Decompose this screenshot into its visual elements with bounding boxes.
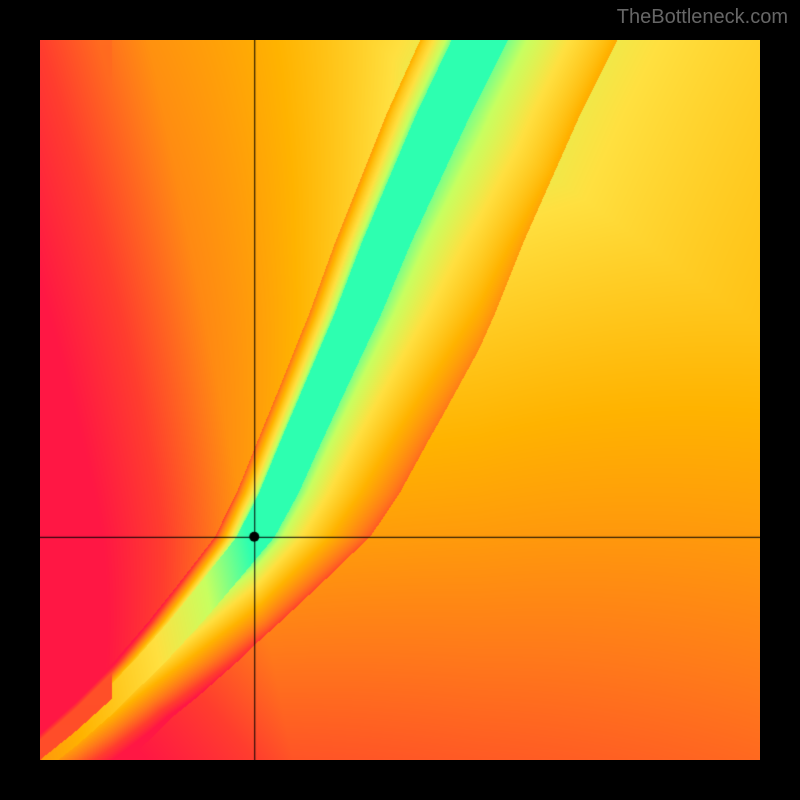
plot-area <box>40 40 760 760</box>
chart-container: TheBottleneck.com <box>0 0 800 800</box>
heatmap-canvas <box>40 40 760 760</box>
watermark-text: TheBottleneck.com <box>617 6 788 29</box>
